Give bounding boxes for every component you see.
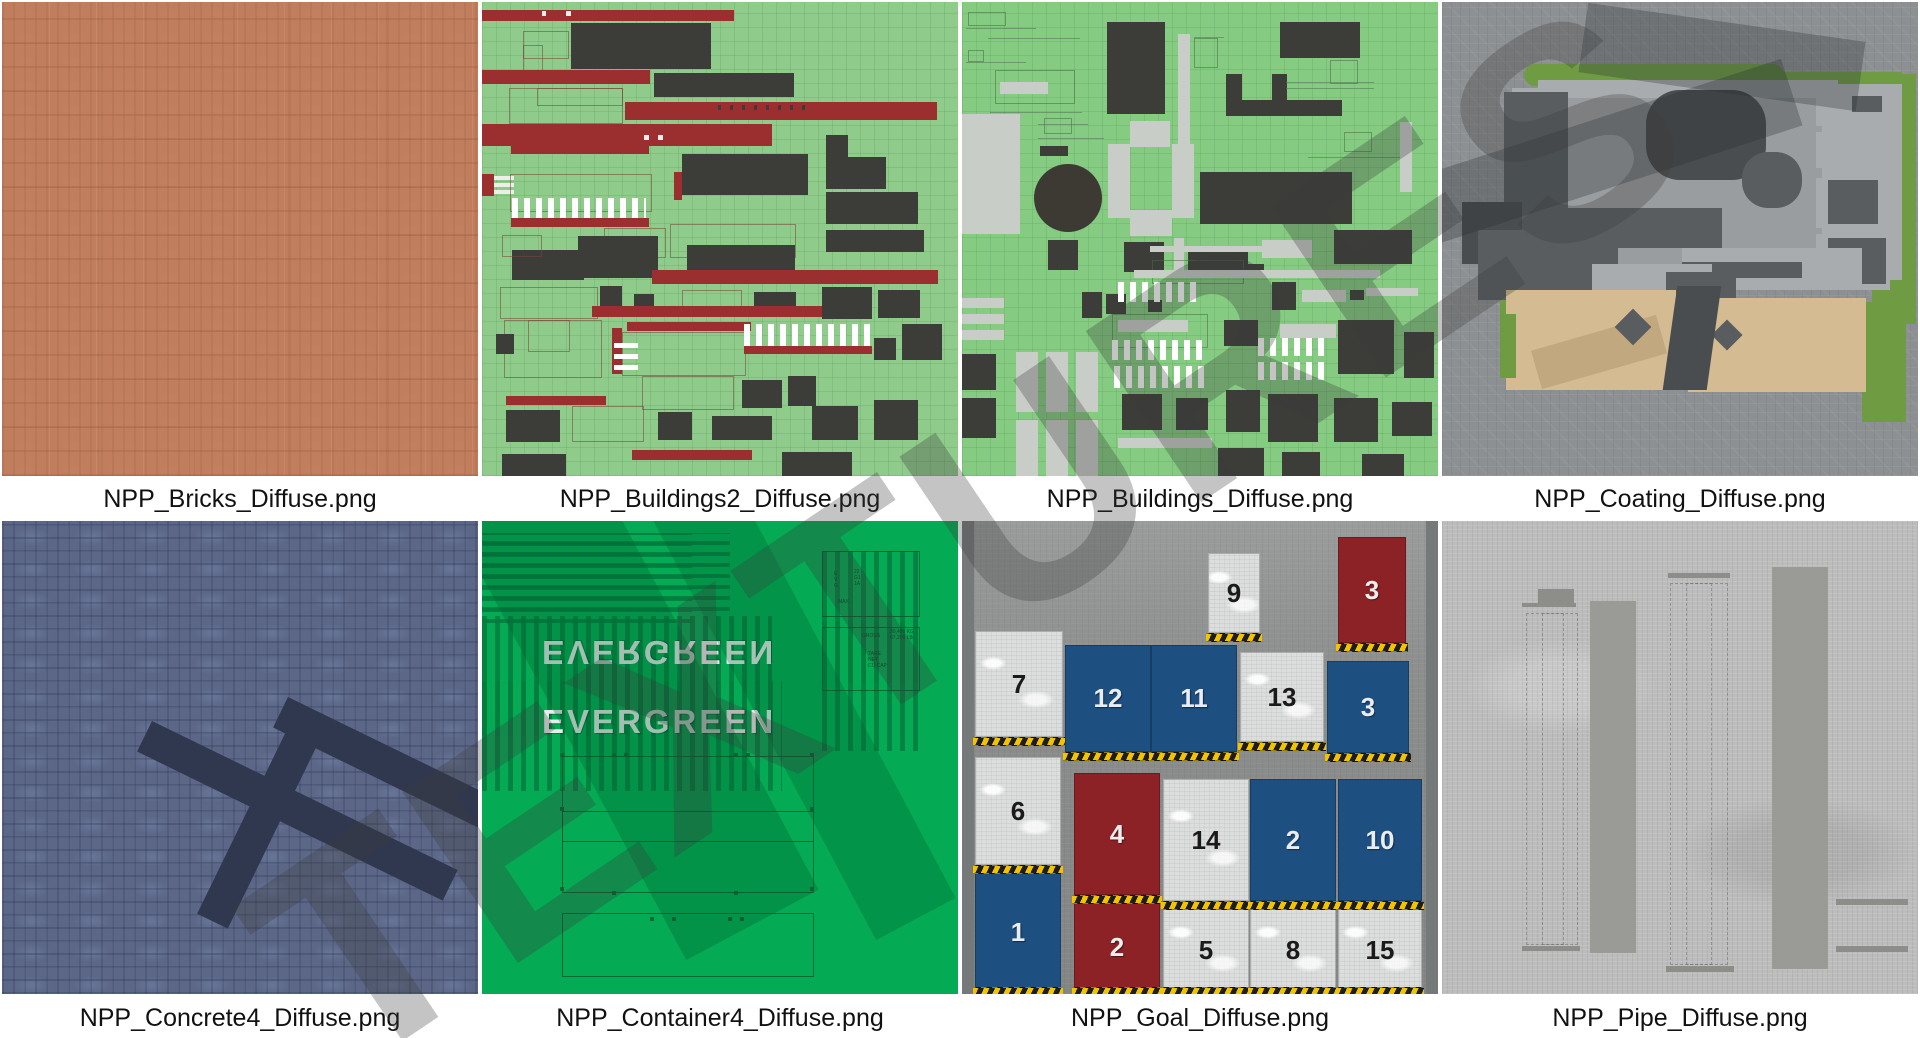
container-box: 6 — [975, 757, 1061, 865]
caption-concrete4: NPP_Concrete4_Diffuse.png — [79, 1003, 401, 1032]
thumbnail-cell-buildings2[interactable] — [480, 0, 960, 478]
container-box: 14 — [1163, 779, 1249, 901]
container-box: 10 — [1338, 779, 1422, 901]
thumbnail-cell-concrete4[interactable] — [0, 521, 480, 998]
texture-preview-bricks[interactable] — [2, 2, 478, 476]
container-box: 8 — [1250, 905, 1336, 994]
texture-preview-pipe[interactable] — [1442, 521, 1918, 994]
texture-preview-buildings2[interactable] — [482, 2, 958, 476]
caption-goal: NPP_Goal_Diffuse.png — [1070, 1003, 1330, 1032]
container-box: 15 — [1338, 905, 1422, 994]
caption-pipe: NPP_Pipe_Diffuse.png — [1552, 1003, 1808, 1032]
container-box: 5 — [1163, 905, 1249, 994]
thumbnail-cell-buildings[interactable] — [960, 0, 1440, 478]
texture-preview-coating[interactable] — [1442, 2, 1918, 476]
texture-preview-concrete4[interactable] — [2, 521, 478, 994]
texture-preview-goal[interactable]: 9 3 7 12 11 13 — [962, 521, 1438, 994]
container-box: 7 — [975, 631, 1063, 737]
container-brand-upright: EVERGREEN — [542, 703, 777, 740]
goal-container-stack: 9 3 7 12 11 13 — [962, 521, 1438, 994]
thumbnail-cell-pipe[interactable] — [1440, 521, 1920, 998]
caption-bricks: NPP_Bricks_Diffuse.png — [103, 485, 377, 513]
container-box: 3 — [1338, 537, 1406, 643]
buildings2-plan — [482, 2, 958, 476]
container-box: 1 — [975, 869, 1061, 994]
bricks-pattern — [2, 2, 478, 476]
thumbnail-cell-goal[interactable]: 9 3 7 12 11 13 — [960, 521, 1440, 998]
concrete4-pattern — [2, 521, 478, 994]
container-box: 11 — [1151, 645, 1237, 752]
thumbnail-cell-bricks[interactable] — [0, 0, 480, 478]
container-box: 3 — [1327, 661, 1409, 753]
container-box: 12 — [1065, 645, 1151, 752]
texture-preview-buildings[interactable] — [962, 2, 1438, 476]
caption-buildings2: NPP_Buildings2_Diffuse.png — [559, 485, 881, 513]
container-box: 9 — [1208, 553, 1260, 633]
caption-buildings: NPP_Buildings_Diffuse.png — [1046, 485, 1354, 513]
caption-container4: NPP_Container4_Diffuse.png — [556, 1003, 884, 1032]
container-box: 4 — [1074, 773, 1160, 895]
thumbnail-cell-coating[interactable] — [1440, 0, 1920, 478]
container-box: 13 — [1240, 652, 1324, 742]
buildings-plan — [962, 2, 1438, 476]
container-box: 2 — [1250, 779, 1336, 901]
pipe-surface — [1442, 521, 1918, 994]
container-box: 2 — [1074, 899, 1160, 994]
caption-coating: NPP_Coating_Diffuse.png — [1534, 485, 1826, 513]
coating-aerial — [1442, 2, 1918, 476]
